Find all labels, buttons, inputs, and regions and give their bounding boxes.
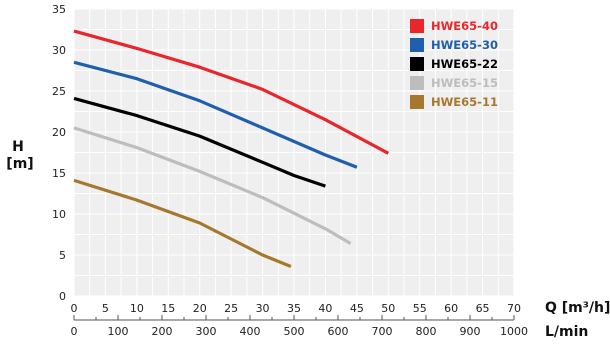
secondary-x-tick-label: 400 [240,325,261,338]
x-tick-label: 20 [193,302,207,315]
x-tick-label: 15 [161,302,175,315]
grid [73,8,515,297]
x-tick-label: 25 [224,302,238,315]
legend-swatch [410,95,424,109]
legend-label: HWE65-40 [431,19,498,33]
curves [73,29,390,268]
series-line [73,178,292,268]
y-tick-label: 15 [52,167,66,180]
secondary-x-tick-label: 500 [284,325,305,338]
series-line [73,29,390,155]
secondary-x-tick-label: 900 [460,325,481,338]
secondary-x-tick-label: 600 [328,325,349,338]
legend-label: HWE65-30 [431,38,498,52]
y-tick-label: 25 [52,85,66,98]
x-tick-label: 65 [476,302,490,315]
legend-label: HWE65-15 [431,76,498,90]
secondary-x-axis: 0 100 200 300 400 500 600 700 800 900 1000 [71,315,528,338]
legend-swatch [410,57,424,71]
series-line [73,126,352,245]
secondary-x-tick-label: 0 [71,325,78,338]
x-tick-label: 55 [413,302,427,315]
x-axis: 0 5 10 15 20 25 30 35 40 45 50 55 60 65 70 [71,302,522,315]
legend-label: HWE65-22 [431,57,498,71]
legend-label: HWE65-11 [431,95,498,109]
y-tick-label: 10 [52,208,66,221]
secondary-x-tick-label: 800 [416,325,437,338]
x-tick-label: 30 [256,302,270,315]
y-axis: 0 5 10 15 20 25 30 35 [52,3,66,303]
x-tick-label: 40 [318,302,332,315]
x-tick-label: 5 [102,302,109,315]
y-tick-label: 35 [52,3,66,16]
secondary-x-tick-label: 100 [108,325,129,338]
legend: HWE65-40 HWE65-30 HWE65-22 HWE65-15 HWE65-11 [410,19,498,109]
x-tick-label: 50 [381,302,395,315]
series-line [73,60,358,169]
y-tick-label: 5 [59,249,66,262]
legend-swatch [410,19,424,33]
series-line [73,96,326,188]
y-tick-label: 20 [52,126,66,139]
y-tick-label: 30 [52,44,66,57]
secondary-x-axis-title: L/min [545,324,588,340]
x-tick-label: 60 [444,302,458,315]
y-tick-label: 0 [59,290,66,303]
legend-swatch [410,38,424,52]
x-tick-label: 35 [287,302,301,315]
secondary-x-tick-label: 300 [196,325,217,338]
secondary-x-tick-label: 200 [152,325,173,338]
legend-swatch [410,76,424,90]
x-tick-label: 0 [71,302,78,315]
x-tick-label: 45 [350,302,364,315]
x-tick-label: 10 [130,302,144,315]
y-axis-title: H [12,139,24,155]
x-axis-title: Q [m³/h] [545,300,610,316]
x-tick-label: 70 [507,302,521,315]
y-axis-unit: [m] [6,156,33,172]
secondary-x-tick-label: 700 [372,325,393,338]
secondary-x-tick-label: 1000 [500,325,528,338]
